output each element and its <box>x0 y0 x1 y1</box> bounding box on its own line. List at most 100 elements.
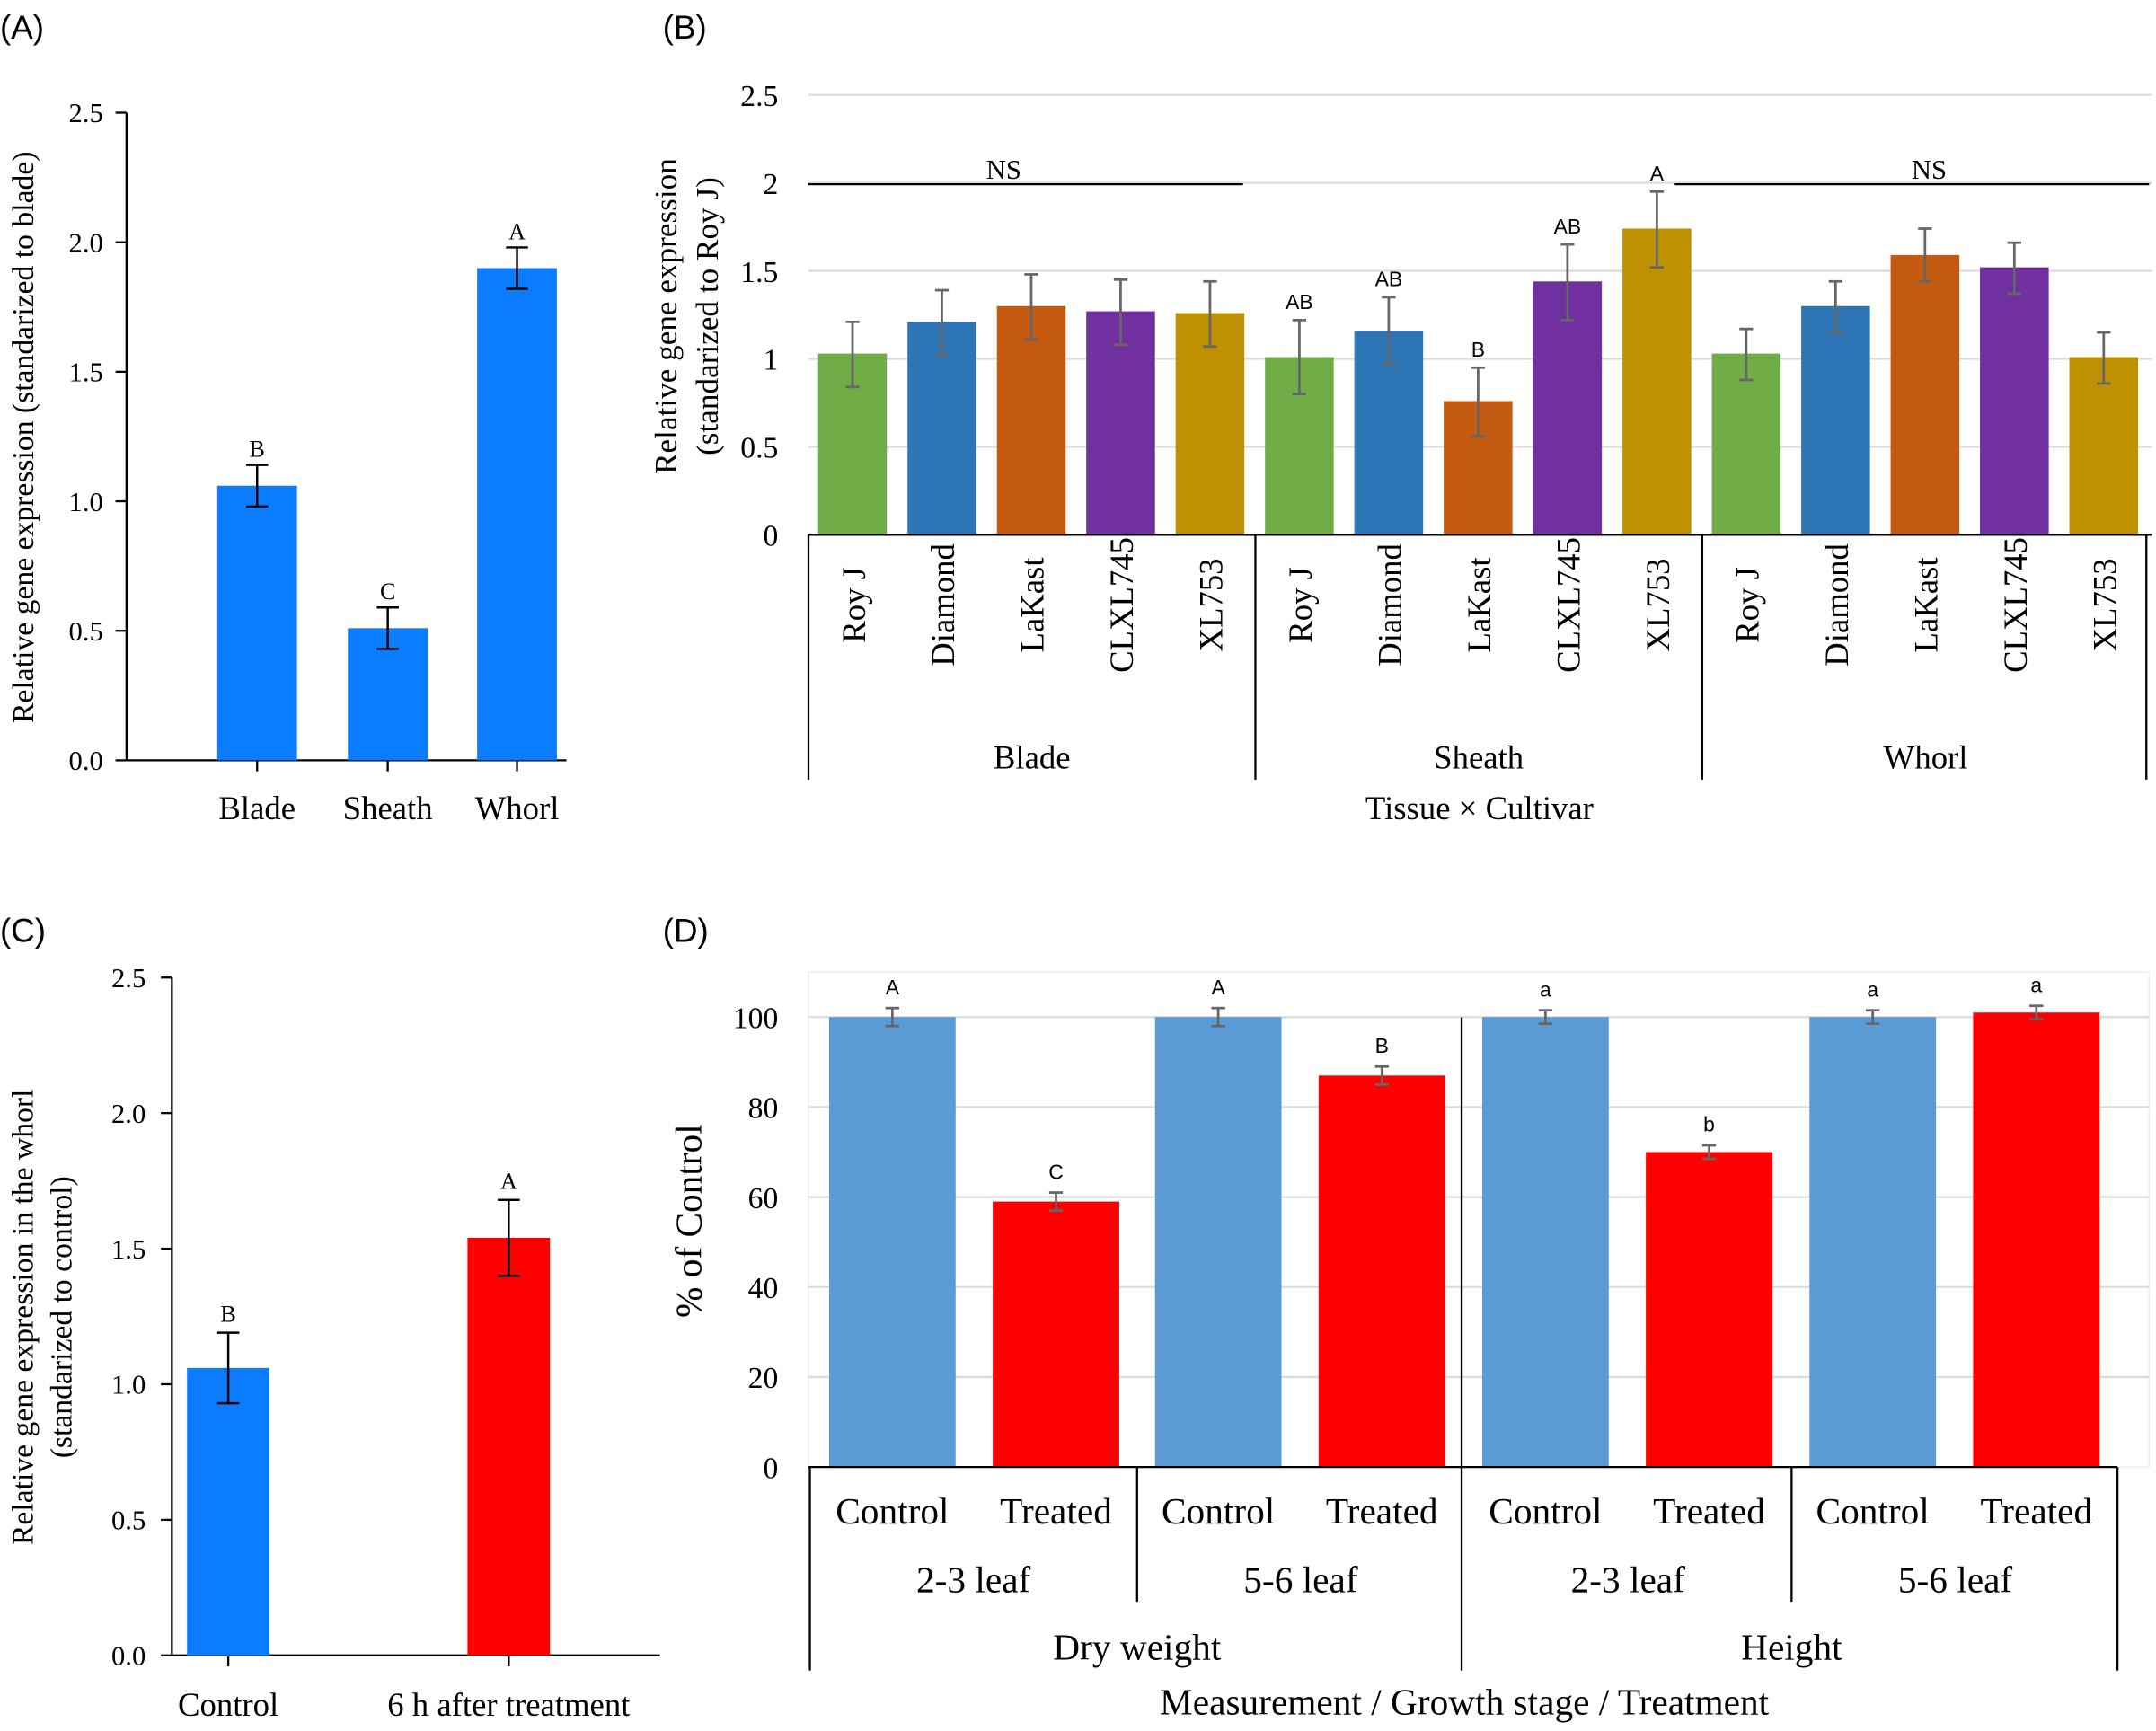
bar <box>996 305 1066 535</box>
y-tick-label: 1.5 <box>740 256 778 289</box>
ns-label: NS <box>1912 155 1947 185</box>
bar <box>1086 311 1155 535</box>
treatment-label: Treated <box>1000 1490 1112 1532</box>
y-tick-label: 0 <box>764 1452 779 1485</box>
y-tick-label: 0.0 <box>69 746 103 776</box>
y-tick-label: 0.5 <box>111 1506 146 1536</box>
y-axis-label: Relative gene expression in the whorl <box>7 1090 40 1546</box>
cultivar-label: CLXL745 <box>1997 537 2034 673</box>
measurement-label: Dry weight <box>1053 1626 1222 1667</box>
bar <box>1711 353 1781 535</box>
y-tick-label: 20 <box>748 1362 779 1395</box>
cultivar-label: Diamond <box>1818 543 1855 667</box>
y-axis-label: % of Control <box>668 1124 710 1318</box>
y-tick-label: 2.0 <box>69 227 103 258</box>
treatment-label: Treated <box>1326 1490 1438 1532</box>
y-axis-label-line2: (standarized to control) <box>46 1176 79 1458</box>
bar <box>1481 1017 1609 1468</box>
tissue-label: Whorl <box>1884 739 1968 776</box>
y-tick-label: 1.5 <box>111 1234 146 1265</box>
cultivar-label: XL753 <box>1639 558 1676 651</box>
y-tick-label: 1.5 <box>69 358 103 388</box>
cultivar-label: Diamond <box>1372 543 1409 667</box>
significance-letter: AB <box>1375 268 1403 291</box>
y-tick-label: 40 <box>748 1272 779 1305</box>
cultivar-label: Roy J <box>835 567 872 643</box>
y-tick-label: 0 <box>764 520 779 553</box>
cultivar-label: Roy J <box>1282 567 1319 643</box>
bar <box>1533 281 1603 535</box>
y-tick-label: 60 <box>748 1182 779 1215</box>
bar <box>993 1201 1119 1468</box>
bar <box>1622 228 1692 535</box>
treatment-label: Treated <box>1980 1490 2092 1532</box>
bar <box>1973 1012 2100 1468</box>
bar <box>467 1237 551 1656</box>
significance-letter: A <box>500 1168 517 1194</box>
treatment-label: Control <box>835 1490 949 1532</box>
x-tick-label: Blade <box>218 790 296 826</box>
y-tick-label: 80 <box>748 1092 779 1126</box>
significance-letter: a <box>1867 977 1878 1001</box>
bar <box>187 1367 270 1656</box>
panel-label-b: (B) <box>663 9 707 46</box>
y-tick-label: 1 <box>764 344 779 377</box>
cultivar-label: LaKast <box>1908 557 1945 652</box>
y-tick-label: 2.5 <box>740 80 778 113</box>
significance-letter: a <box>2030 973 2042 996</box>
cultivar-label: CLXL745 <box>1551 537 1587 673</box>
significance-letter: B <box>250 436 265 462</box>
treatment-label: Control <box>1489 1490 1602 1532</box>
x-tick-label: Control <box>178 1686 278 1723</box>
cultivar-label: CLXL745 <box>1103 537 1140 673</box>
y-tick-label: 2 <box>764 168 779 201</box>
stage-label: 2-3 leaf <box>1571 1559 1686 1600</box>
bar <box>348 628 429 761</box>
ns-label: NS <box>986 155 1021 185</box>
y-tick-label: 1.0 <box>69 487 103 517</box>
y-tick-label: 0.5 <box>69 616 103 647</box>
bar <box>2069 357 2139 535</box>
significance-letter: B <box>1375 1034 1389 1057</box>
stage-label: 2-3 leaf <box>916 1559 1031 1600</box>
bar <box>907 322 976 535</box>
panel-label-d: (D) <box>663 912 709 949</box>
cultivar-label: LaKast <box>1014 557 1051 652</box>
bar <box>1809 1017 1937 1468</box>
cultivar-label: Roy J <box>1729 567 1766 643</box>
bar <box>1154 1017 1282 1468</box>
significance-letter: AB <box>1286 290 1313 314</box>
significance-letter: C <box>380 578 395 605</box>
x-axis-label: Tissue × Cultivar <box>1365 790 1594 826</box>
bar <box>1801 305 1870 535</box>
x-tick-label: Whorl <box>475 790 560 826</box>
bar <box>828 1017 956 1468</box>
y-tick-label: 2.5 <box>69 98 103 128</box>
y-axis-label-line2: (standarized to Roy J) <box>690 177 725 455</box>
significance-letter: B <box>1471 338 1485 361</box>
y-tick-label: 0.0 <box>111 1641 146 1672</box>
bar <box>1175 313 1245 535</box>
bar <box>216 485 297 761</box>
x-axis-label: Measurement / Growth stage / Treatment <box>1160 1682 1770 1723</box>
bar <box>1318 1075 1445 1468</box>
y-tick-label: 2.5 <box>111 963 146 994</box>
y-axis-label: Relative gene expression <box>649 158 684 474</box>
x-tick-label: Sheath <box>343 790 433 826</box>
significance-letter: A <box>508 218 526 244</box>
significance-letter: B <box>220 1301 235 1327</box>
cultivar-label: Diamond <box>924 543 961 667</box>
y-tick-label: 0.5 <box>740 432 778 465</box>
bar <box>1646 1152 1772 1468</box>
significance-letter: A <box>1650 162 1665 185</box>
treatment-label: Control <box>1816 1490 1930 1532</box>
significance-letter: A <box>886 976 900 999</box>
cultivar-label: LaKast <box>1461 557 1498 652</box>
cultivar-label: XL753 <box>1193 558 1230 651</box>
bar <box>1890 254 1960 535</box>
treatment-label: Control <box>1162 1490 1275 1532</box>
measurement-label: Height <box>1741 1626 1842 1667</box>
panel-label-a: (A) <box>0 9 44 46</box>
y-tick-label: 2.0 <box>111 1099 146 1129</box>
